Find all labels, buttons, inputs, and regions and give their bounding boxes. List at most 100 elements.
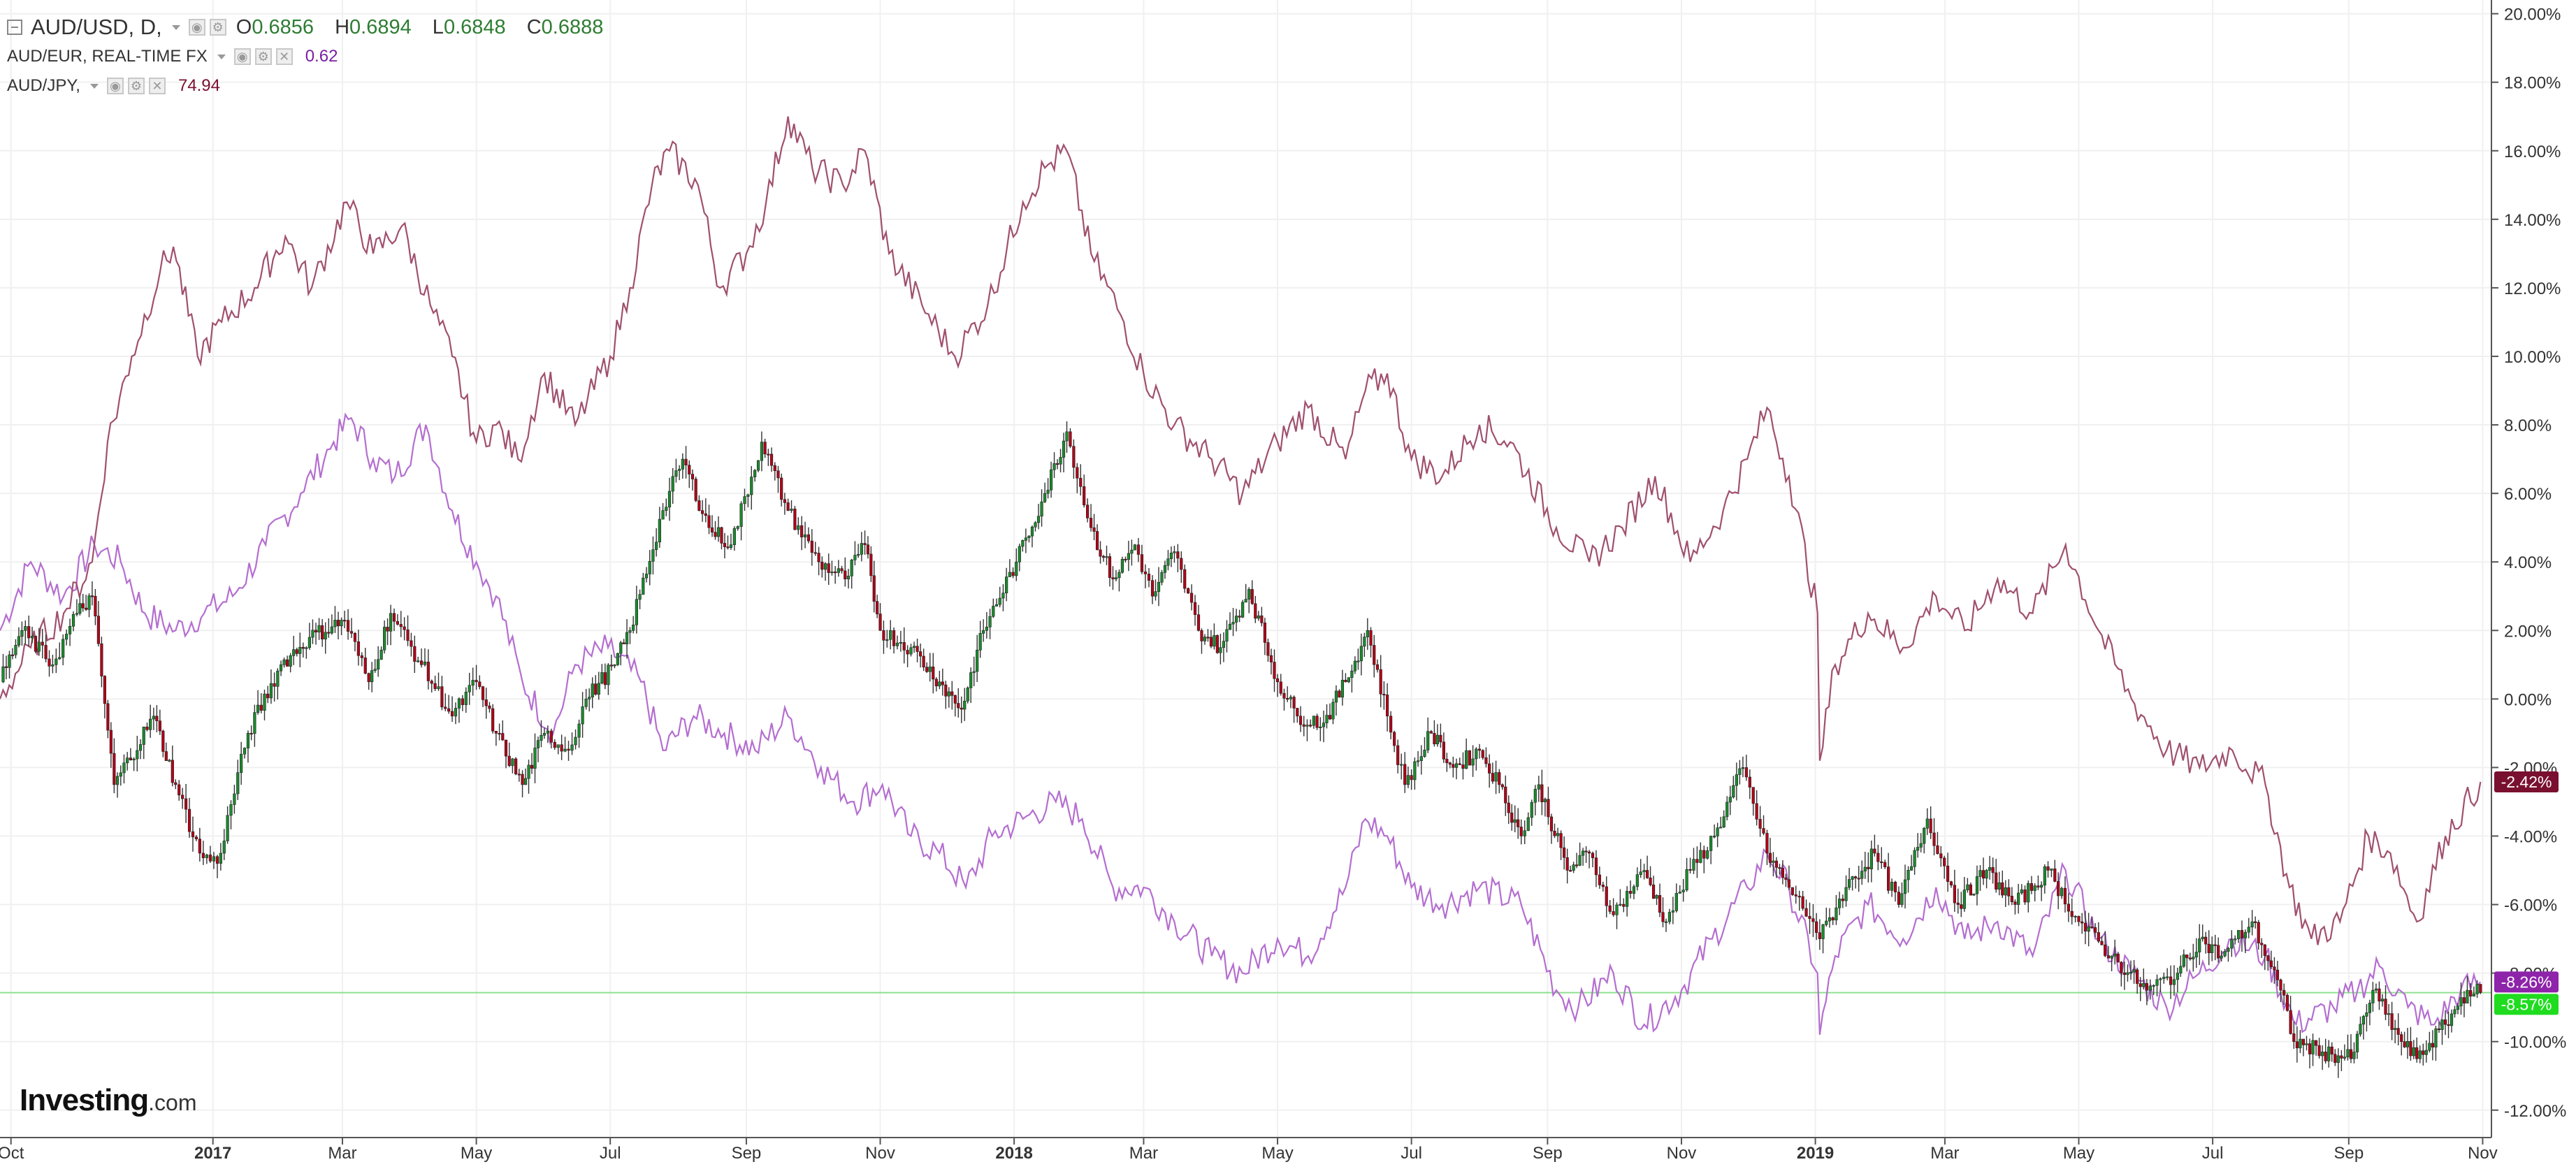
candle-body bbox=[1312, 716, 1315, 726]
candle-body bbox=[1150, 580, 1155, 597]
candle-body bbox=[1664, 921, 1668, 923]
candle-body bbox=[498, 733, 501, 735]
candle-body bbox=[1605, 886, 1608, 906]
candle-body bbox=[1732, 785, 1735, 798]
candle-body bbox=[504, 739, 508, 757]
collapse-icon[interactable] bbox=[7, 20, 22, 35]
candle-body bbox=[1956, 902, 1960, 905]
candle-body bbox=[2403, 1041, 2406, 1047]
candle-body bbox=[129, 757, 132, 761]
price-axis[interactable]: 20.00% 18.00% 16.00% 14.00% 12.00% 10.00% 8.00… bbox=[2491, 6, 2566, 1121]
candle-body bbox=[2217, 945, 2220, 959]
x-tick-label: Oct bbox=[0, 1144, 24, 1163]
chevron-down-icon[interactable] bbox=[89, 83, 99, 89]
candle-body bbox=[651, 549, 655, 562]
candle-body bbox=[14, 645, 17, 655]
candle-body bbox=[902, 642, 906, 651]
candle-body bbox=[1331, 702, 1335, 720]
candle-body bbox=[2254, 921, 2257, 923]
aud-eur-symbol[interactable]: AUD/EUR, REAL-TIME FX bbox=[7, 47, 208, 66]
candle-body bbox=[1108, 556, 1112, 578]
candle-body bbox=[330, 626, 333, 634]
candle-body bbox=[1448, 762, 1452, 765]
candle-body bbox=[803, 534, 807, 537]
candle-body bbox=[10, 654, 15, 656]
candle-body bbox=[286, 659, 289, 667]
candle-body bbox=[1114, 577, 1118, 580]
candle-body bbox=[2469, 989, 2473, 997]
candle-body bbox=[1413, 761, 1417, 780]
close-icon[interactable]: ✕ bbox=[148, 78, 166, 94]
candle-body bbox=[1062, 440, 1066, 458]
candle-body bbox=[1215, 635, 1219, 653]
candle-body bbox=[96, 616, 100, 644]
candle-body bbox=[1027, 535, 1031, 539]
candle-body bbox=[530, 764, 534, 769]
eye-icon[interactable]: ◉ bbox=[233, 48, 251, 65]
candle-body bbox=[1946, 865, 1950, 883]
candle-body bbox=[2077, 915, 2081, 922]
candle-body bbox=[356, 641, 360, 656]
plot-area[interactable] bbox=[0, 0, 2491, 1138]
gear-icon[interactable]: ⚙ bbox=[127, 78, 145, 94]
candle-body bbox=[1008, 572, 1011, 577]
candle-body bbox=[769, 453, 774, 466]
eye-icon[interactable]: ◉ bbox=[106, 78, 124, 94]
candle-body bbox=[866, 544, 870, 555]
candle-body bbox=[1772, 860, 1775, 863]
candle-body bbox=[1678, 892, 1681, 894]
candle-body bbox=[1765, 833, 1769, 854]
candle-body bbox=[87, 595, 91, 610]
aud-usd-symbol[interactable]: AUD/USD, D, bbox=[31, 15, 162, 39]
candle-body bbox=[577, 723, 581, 738]
candle-body bbox=[71, 613, 75, 627]
candle-body bbox=[1328, 715, 1332, 720]
chevron-down-icon[interactable] bbox=[217, 54, 226, 59]
aud-jpy-symbol[interactable]: AUD/JPY, bbox=[7, 76, 80, 95]
candle-body bbox=[2437, 1028, 2441, 1031]
candle-body bbox=[906, 650, 909, 655]
candle-body bbox=[2292, 1033, 2296, 1042]
candle-body bbox=[1289, 697, 1292, 699]
gear-icon[interactable]: ⚙ bbox=[254, 48, 272, 65]
candle-body bbox=[478, 681, 482, 688]
candle-body bbox=[2050, 869, 2053, 871]
candle-body bbox=[2368, 1003, 2372, 1013]
candle-body bbox=[363, 658, 367, 674]
candle-body bbox=[950, 691, 954, 696]
candle-body bbox=[591, 683, 594, 698]
time-axis[interactable]: Oct 2017 Mar May Jul Sep Nov 2018 Mar May Jul Sep No… bbox=[0, 1138, 2498, 1163]
candle-body bbox=[665, 507, 668, 511]
candle-body bbox=[1254, 603, 1257, 619]
candle-body bbox=[2017, 892, 2020, 905]
candle-body bbox=[136, 750, 139, 760]
candle-body bbox=[1781, 868, 1785, 878]
candle-body bbox=[947, 691, 950, 697]
candle-body bbox=[413, 646, 417, 662]
close-icon[interactable]: ✕ bbox=[275, 48, 293, 65]
candle-body bbox=[1543, 799, 1547, 802]
gear-icon[interactable]: ⚙ bbox=[209, 19, 226, 36]
candle-body bbox=[2453, 1009, 2456, 1015]
candle-body bbox=[2352, 1052, 2356, 1059]
candle-body bbox=[1847, 879, 1851, 888]
candle-body bbox=[158, 720, 161, 732]
candle-body bbox=[2007, 887, 2011, 896]
aud-jpy-value: 74.94 bbox=[178, 76, 220, 95]
y-tick-label: -10.00% bbox=[2504, 1033, 2566, 1052]
chevron-down-icon[interactable] bbox=[171, 24, 180, 30]
candle-body bbox=[311, 630, 314, 638]
candle-body bbox=[1526, 817, 1530, 832]
candle-body bbox=[1688, 869, 1692, 871]
candle-body bbox=[1943, 857, 1946, 866]
candle-body bbox=[710, 527, 714, 533]
candle-body bbox=[1292, 697, 1296, 709]
candle-body bbox=[976, 649, 979, 672]
candle-body bbox=[2365, 1012, 2368, 1017]
candle-body bbox=[321, 625, 324, 640]
eye-icon[interactable]: ◉ bbox=[188, 19, 205, 36]
candle-body bbox=[1442, 741, 1445, 760]
candle-body bbox=[396, 620, 399, 625]
candle-body bbox=[1410, 775, 1413, 780]
